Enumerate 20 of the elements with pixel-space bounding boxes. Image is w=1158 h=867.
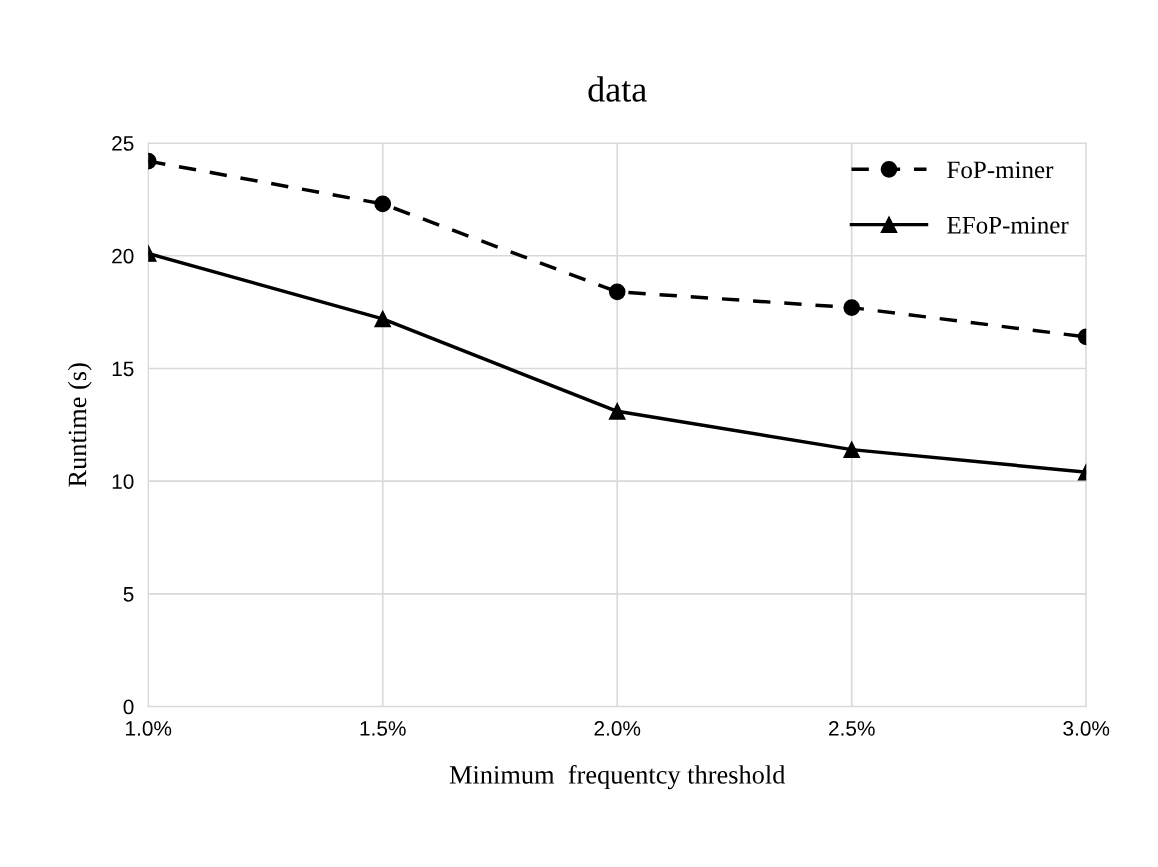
y-tick-label: 5 — [123, 587, 134, 602]
y-tick-label: 10 — [112, 474, 134, 489]
x-axis-title: Minimum frequentcy threshold — [449, 764, 786, 790]
point — [608, 402, 626, 420]
x-tick-label: 2.5% — [829, 721, 875, 736]
y-tick-label: 20 — [112, 248, 134, 264]
point — [374, 310, 392, 328]
point — [374, 195, 392, 213]
y-tick-label: 0 — [123, 699, 134, 715]
y-tick-label: 15 — [112, 361, 134, 377]
y-tick-label: 25 — [112, 136, 134, 151]
x-tick-label: 1.0% — [126, 721, 172, 736]
point — [608, 283, 626, 301]
x-tick-label: 3.0% — [1063, 721, 1110, 736]
x-tick-label: 2.0% — [594, 721, 641, 736]
legend-label: EFoP-miner — [947, 216, 1069, 234]
x-tick-label: 1.5% — [360, 721, 406, 736]
legend-label: FoP-miner — [947, 161, 1054, 179]
chart-title: data — [588, 76, 647, 102]
y-axis-title: Runtime (s) — [67, 363, 92, 487]
